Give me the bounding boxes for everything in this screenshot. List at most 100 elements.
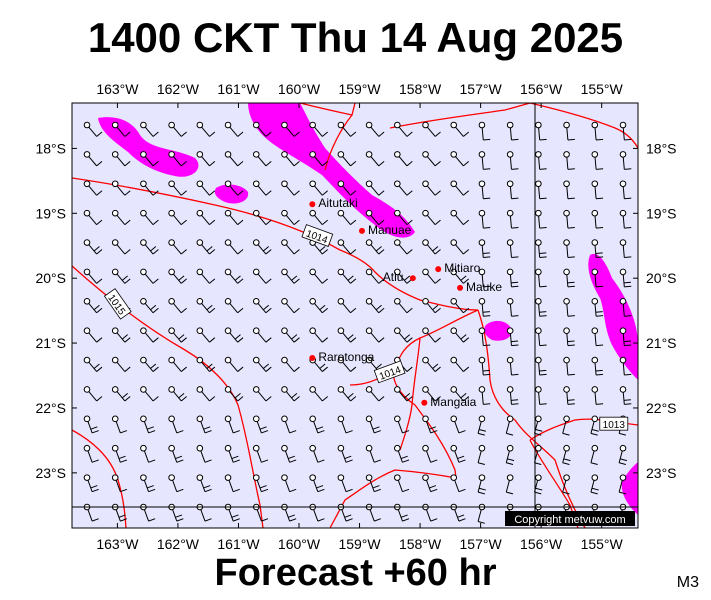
wind-barb bbox=[140, 474, 156, 493]
wind-barb bbox=[140, 444, 156, 463]
place-label: Manuae bbox=[368, 223, 412, 237]
wind-barb bbox=[562, 415, 570, 436]
svg-text:1013: 1013 bbox=[603, 420, 626, 431]
wind-barb bbox=[506, 268, 519, 288]
wind-barb bbox=[450, 121, 470, 137]
wind-barb bbox=[450, 151, 470, 167]
wind-barb bbox=[281, 180, 300, 196]
wind-barb bbox=[506, 209, 519, 229]
wind-barb bbox=[563, 386, 575, 405]
lat-label-right: 20°S bbox=[646, 270, 677, 286]
lon-label-bottom: 158°W bbox=[399, 536, 442, 552]
wind-barb bbox=[196, 239, 216, 255]
wind-barb bbox=[83, 121, 103, 137]
wind-barb bbox=[535, 239, 547, 258]
wind-barb bbox=[111, 121, 131, 137]
place-markers: Aitutaki Manuae Atiu Mitiaro Mauke Rarotonga M… bbox=[309, 196, 502, 409]
wind-barb bbox=[619, 209, 632, 229]
wind-barb bbox=[224, 415, 240, 434]
wind-barb bbox=[619, 298, 632, 317]
wind-barb bbox=[111, 415, 128, 434]
wind-barb bbox=[83, 209, 103, 226]
wind-barb bbox=[506, 386, 519, 405]
wind-barb bbox=[168, 386, 187, 402]
wind-barb bbox=[281, 386, 300, 402]
place-manuae: Manuae bbox=[358, 223, 412, 237]
wind-barb bbox=[252, 268, 272, 284]
place-label: Rarotonga bbox=[318, 350, 374, 364]
wind-barb bbox=[281, 444, 297, 463]
wind-barb bbox=[422, 180, 441, 196]
wind-barb bbox=[309, 121, 329, 137]
axis-ticks: 163°W 163°W 162°W 162°W 161°W 161°W 160°W 160°W… bbox=[35, 81, 676, 552]
wind-barb bbox=[477, 474, 486, 495]
wind-barb bbox=[337, 386, 357, 402]
wind-barb bbox=[563, 209, 575, 229]
wind-barb bbox=[196, 415, 212, 434]
wind-barb bbox=[168, 239, 187, 255]
place-aitutaki: Aitutaki bbox=[309, 196, 358, 210]
wind-barb bbox=[140, 209, 159, 226]
place-rarotonga: Rarotonga bbox=[309, 350, 375, 364]
wind-barb bbox=[309, 415, 325, 434]
wind-barb bbox=[224, 356, 244, 372]
wind-barb bbox=[562, 444, 571, 466]
wind-barb bbox=[591, 327, 604, 347]
wind-barb bbox=[168, 298, 187, 314]
wind-barb bbox=[394, 151, 413, 167]
wind-barb bbox=[365, 239, 385, 255]
place-mauke: Mauke bbox=[457, 280, 502, 294]
wind-barb bbox=[196, 180, 216, 196]
wind-barb bbox=[281, 474, 297, 493]
wind-barb bbox=[394, 298, 413, 314]
wind-barb bbox=[140, 151, 159, 167]
wind-barb bbox=[506, 298, 519, 317]
copyright-box: Copyright metvuw.com bbox=[505, 511, 635, 526]
wind-barb bbox=[591, 356, 604, 376]
wind-barb bbox=[619, 151, 632, 170]
lat-label-right: 18°S bbox=[646, 140, 677, 156]
wind-barb bbox=[140, 268, 159, 284]
lat-label-right: 22°S bbox=[646, 400, 677, 416]
wind-barb bbox=[450, 327, 470, 343]
wind-barb bbox=[196, 121, 216, 137]
wind-barb bbox=[422, 356, 441, 372]
wind-barb bbox=[111, 356, 131, 372]
wind-barb bbox=[196, 327, 216, 343]
wind-barb bbox=[365, 121, 385, 137]
wind-barb bbox=[563, 239, 575, 258]
wind-barb bbox=[422, 121, 441, 137]
wind-barb bbox=[563, 121, 575, 141]
wind-barb bbox=[281, 356, 300, 372]
wind-barb bbox=[422, 474, 438, 493]
wind-barb bbox=[337, 239, 357, 255]
wind-barb bbox=[83, 356, 103, 372]
wind-barb bbox=[365, 386, 385, 402]
wind-barb bbox=[619, 239, 632, 258]
wind-barb bbox=[365, 327, 385, 343]
wind-barb bbox=[563, 356, 575, 376]
wind-barb bbox=[422, 386, 441, 402]
wind-barb bbox=[252, 121, 272, 137]
wind-barb bbox=[535, 268, 547, 288]
wind-barb bbox=[478, 151, 491, 170]
wind-barb bbox=[140, 415, 156, 434]
wind-barb bbox=[309, 327, 329, 343]
wind-barb bbox=[591, 239, 604, 258]
wind-barb bbox=[563, 327, 575, 347]
wind-barb bbox=[196, 474, 212, 493]
copyright-text: Copyright metvuw.com bbox=[514, 514, 625, 526]
wind-barb bbox=[365, 298, 385, 314]
wind-barb bbox=[478, 356, 491, 376]
wind-barb bbox=[590, 474, 599, 495]
wind-barb bbox=[309, 151, 329, 167]
wind-barb bbox=[309, 444, 325, 463]
wind-barb bbox=[535, 386, 547, 405]
place-mitiaro: Mitiaro bbox=[435, 261, 481, 275]
wind-barb bbox=[281, 121, 300, 137]
wind-barb bbox=[478, 121, 491, 141]
wind-barb bbox=[224, 474, 240, 493]
wind-barb bbox=[422, 151, 441, 167]
wind-barb bbox=[168, 151, 187, 167]
